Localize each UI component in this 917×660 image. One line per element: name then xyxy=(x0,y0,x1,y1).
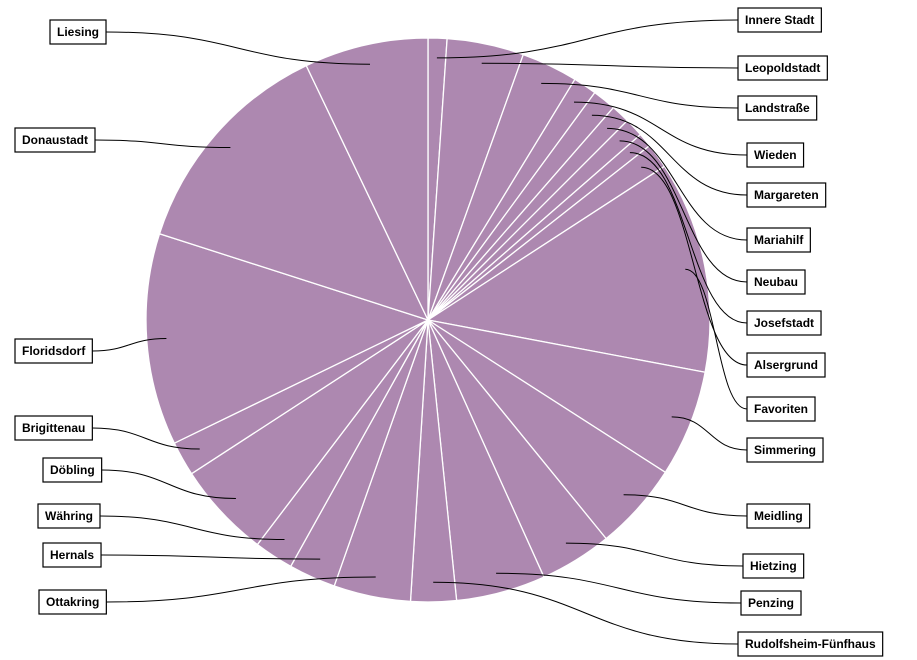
slice-donaustadt xyxy=(158,64,430,322)
label-box-hernals xyxy=(42,542,102,568)
leader-hernals xyxy=(100,554,321,560)
label-box-favoriten xyxy=(746,396,816,422)
label-innere-stadt: Innere Stadt xyxy=(745,13,814,27)
label-mariahilf: Mariahilf xyxy=(754,233,804,247)
leader-lines xyxy=(92,19,748,645)
label-donaustadt: Donaustadt xyxy=(22,133,88,147)
leader-d-bling xyxy=(101,469,236,499)
leader-donaustadt xyxy=(94,139,231,148)
leader-leopoldstadt xyxy=(481,62,739,69)
leader-alsergrund xyxy=(641,166,748,366)
label-box-hietzing xyxy=(742,553,805,579)
label-alsergrund: Alsergrund xyxy=(754,358,818,372)
leader-favoriten xyxy=(685,268,748,410)
label-box-neubau xyxy=(746,269,806,295)
slice-labels: Innere Stadt Leopoldstadt Landstraße Wieden… xyxy=(14,7,884,657)
label-box-alsergrund xyxy=(746,352,826,378)
label-box-floridsdorf xyxy=(14,338,93,364)
label-box-donaustadt xyxy=(14,127,96,153)
label-box-rudolfsheim-f-nfhaus xyxy=(737,631,884,657)
label-hernals: Hernals xyxy=(50,548,94,562)
leader-brigittenau xyxy=(92,427,200,450)
leader-meidling xyxy=(623,494,748,517)
label-meidling: Meidling xyxy=(754,509,803,523)
leader-neubau xyxy=(619,140,748,283)
label-margareten: Margareten xyxy=(754,188,819,202)
leader-penzing xyxy=(496,572,742,604)
label-floridsdorf: Floridsdorf xyxy=(22,344,86,358)
leader-ottakring xyxy=(106,576,376,603)
slice-favoriten xyxy=(426,165,711,374)
label-liesing: Liesing xyxy=(57,25,99,39)
label-box-simmering xyxy=(746,437,824,463)
leader-landstra-e xyxy=(541,82,739,109)
pie-slices xyxy=(145,37,711,603)
leader-simmering xyxy=(671,416,748,451)
label-leopoldstadt: Leopoldstadt xyxy=(745,61,820,75)
label-josefstadt: Josefstadt xyxy=(754,316,814,330)
label-box-wieden xyxy=(746,142,805,168)
leader-liesing xyxy=(105,31,371,65)
leader-innere-stadt xyxy=(436,19,739,59)
slice-liesing xyxy=(305,37,429,321)
label-box-w-hring xyxy=(37,503,101,529)
label-box-liesing xyxy=(49,19,107,45)
label-box-mariahilf xyxy=(746,227,811,253)
label-neubau: Neubau xyxy=(754,275,798,289)
label-box-josefstadt xyxy=(746,310,822,336)
leader-rudolfsheim-f-nfhaus xyxy=(433,581,739,645)
label-wieden: Wieden xyxy=(754,148,797,162)
label-favoriten: Favoriten xyxy=(754,402,808,416)
leader-wieden xyxy=(573,101,748,156)
label-box-meidling xyxy=(746,503,811,529)
leader-josefstadt xyxy=(629,152,748,324)
label-box-innere-stadt xyxy=(737,7,822,33)
leader-margareten xyxy=(591,114,748,196)
label-ottakring: Ottakring xyxy=(46,595,99,609)
label-box-ottakring xyxy=(38,589,107,615)
leader-mariahilf xyxy=(607,127,748,241)
label-rudolfsheim-f-nfhaus: Rudolfsheim-Fünfhaus xyxy=(745,637,876,651)
label-w-hring: Währing xyxy=(45,509,93,523)
label-landstra-e: Landstraße xyxy=(745,101,810,115)
leader-floridsdorf xyxy=(92,338,167,352)
leader-w-hring xyxy=(99,515,285,540)
label-hietzing: Hietzing xyxy=(750,559,797,573)
label-box-penzing xyxy=(740,590,802,616)
label-penzing: Penzing xyxy=(748,596,794,610)
label-box-margareten xyxy=(746,182,827,208)
leader-hietzing xyxy=(565,542,744,567)
label-simmering: Simmering xyxy=(754,443,816,457)
label-box-landstra-e xyxy=(737,95,818,121)
label-d-bling: Döbling xyxy=(50,463,95,477)
label-brigittenau: Brigittenau xyxy=(22,421,85,435)
label-box-d-bling xyxy=(42,457,103,483)
label-box-leopoldstadt xyxy=(737,55,828,81)
label-box-brigittenau xyxy=(14,415,93,441)
